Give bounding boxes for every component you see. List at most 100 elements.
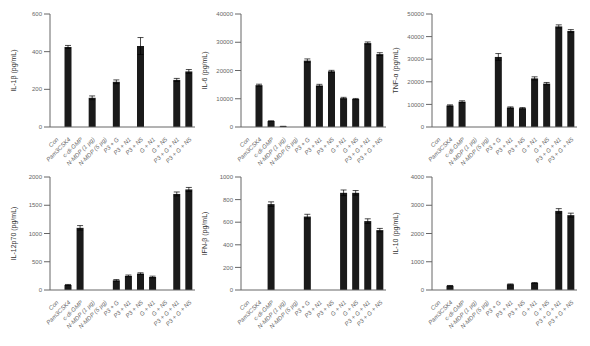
svg-text:P3 + N5: P3 + N5	[315, 299, 336, 319]
svg-text:P3 + G + N5: P3 + G + N5	[547, 299, 575, 327]
svg-text:G + N5: G + N5	[341, 136, 360, 155]
svg-text:20000: 20000	[407, 79, 424, 85]
svg-text:N-MDP (1 µg): N-MDP (1 µg)	[256, 136, 287, 167]
svg-text:G + N1: G + N1	[329, 299, 348, 318]
svg-text:c-di-GMP: c-di-GMP	[443, 136, 466, 159]
svg-text:N-MDP (1 µg): N-MDP (1 µg)	[447, 299, 478, 330]
svg-text:N-MDP (5 µg): N-MDP (5 µg)	[459, 299, 490, 330]
svg-text:P3 + N1: P3 + N1	[494, 136, 515, 156]
svg-text:Pam3CSK4: Pam3CSK4	[45, 299, 72, 326]
svg-text:N-MDP (5 µg): N-MDP (5 µg)	[77, 299, 108, 330]
svg-text:600: 600	[32, 11, 43, 17]
svg-text:P3 + N5: P3 + N5	[506, 299, 527, 319]
svg-text:G + N5: G + N5	[532, 299, 551, 318]
svg-text:Pam3CSK4: Pam3CSK4	[236, 136, 263, 163]
svg-text:G + N1: G + N1	[329, 136, 348, 155]
svg-text:800: 800	[223, 197, 234, 203]
svg-text:G + N5: G + N5	[150, 299, 169, 318]
svg-text:N-MDP (1 µg): N-MDP (1 µg)	[65, 136, 96, 167]
svg-text:500: 500	[32, 259, 43, 265]
svg-text:0: 0	[230, 124, 234, 130]
svg-text:P3 + G + N1: P3 + G + N1	[343, 136, 372, 165]
svg-text:P3 + G + N5: P3 + G + N5	[356, 299, 384, 327]
svg-text:1500: 1500	[29, 202, 43, 208]
svg-text:600: 600	[223, 219, 234, 225]
svg-text:200: 200	[32, 86, 43, 92]
svg-text:0: 0	[421, 287, 425, 293]
svg-text:N-MDP (1 µg): N-MDP (1 µg)	[256, 299, 287, 330]
svg-text:0: 0	[421, 124, 425, 130]
svg-text:1000: 1000	[411, 259, 425, 265]
svg-text:4000: 4000	[411, 174, 425, 180]
svg-text:P3 + G + N1: P3 + G + N1	[152, 136, 181, 165]
svg-text:c-di-GMP: c-di-GMP	[61, 299, 84, 322]
svg-text:P3 + N1: P3 + N1	[303, 136, 324, 156]
svg-text:Pam3CSK4: Pam3CSK4	[427, 136, 454, 163]
svg-text:2000: 2000	[411, 231, 425, 237]
svg-text:G + N5: G + N5	[341, 299, 360, 318]
svg-text:P3 + G + N1: P3 + G + N1	[534, 299, 563, 328]
svg-text:P3 + G + N1: P3 + G + N1	[343, 299, 372, 328]
svg-text:400: 400	[223, 242, 234, 248]
svg-text:3000: 3000	[411, 202, 425, 208]
svg-text:N-MDP (5 µg): N-MDP (5 µg)	[77, 136, 108, 167]
svg-text:P3 + G: P3 + G	[102, 136, 120, 154]
svg-text:40000: 40000	[407, 34, 424, 40]
svg-text:40000: 40000	[216, 11, 233, 17]
svg-text:N-MDP (1 µg): N-MDP (1 µg)	[447, 136, 478, 167]
svg-text:Pam3CSK4: Pam3CSK4	[427, 299, 454, 326]
svg-text:P3 + N1: P3 + N1	[303, 299, 324, 319]
svg-text:P3 + G + N1: P3 + G + N1	[152, 299, 181, 328]
svg-text:P3 + G: P3 + G	[484, 136, 502, 154]
svg-text:1000: 1000	[29, 231, 43, 237]
svg-text:G + N5: G + N5	[150, 136, 169, 155]
svg-text:G + N1: G + N1	[520, 136, 539, 155]
svg-text:N-MDP (5 µg): N-MDP (5 µg)	[268, 299, 299, 330]
svg-text:c-di-GMP: c-di-GMP	[252, 136, 275, 159]
svg-text:IL-1β (pg/mL): IL-1β (pg/mL)	[10, 49, 18, 91]
svg-text:400: 400	[32, 49, 43, 55]
svg-text:30000: 30000	[216, 39, 233, 45]
svg-text:P3 + N1: P3 + N1	[112, 299, 133, 319]
svg-text:Pam3CSK4: Pam3CSK4	[45, 136, 72, 163]
svg-text:Pam3CSK4: Pam3CSK4	[236, 299, 263, 326]
svg-text:10000: 10000	[407, 102, 424, 108]
svg-text:P3 + G + N5: P3 + G + N5	[356, 136, 384, 164]
svg-text:0: 0	[230, 287, 234, 293]
svg-text:P3 + G + N1: P3 + G + N1	[534, 136, 563, 165]
svg-text:P3 + N1: P3 + N1	[494, 299, 515, 319]
svg-text:c-di-GMP: c-di-GMP	[61, 136, 84, 159]
svg-text:P3 + G + N5: P3 + G + N5	[165, 136, 193, 164]
svg-text:TNF-α (pg/mL): TNF-α (pg/mL)	[392, 47, 400, 93]
svg-text:G + N1: G + N1	[520, 299, 539, 318]
svg-text:N-MDP (5 µg): N-MDP (5 µg)	[268, 136, 299, 167]
svg-text:200: 200	[223, 265, 234, 271]
svg-text:N-MDP (5 µg): N-MDP (5 µg)	[459, 136, 490, 167]
svg-text:P3 + N5: P3 + N5	[315, 136, 336, 156]
svg-text:0: 0	[39, 287, 43, 293]
svg-text:P3 + N5: P3 + N5	[506, 136, 527, 156]
svg-text:0: 0	[39, 124, 43, 130]
svg-text:IFN-β (pg/mL): IFN-β (pg/mL)	[201, 212, 209, 256]
svg-text:P3 + N5: P3 + N5	[124, 136, 145, 156]
svg-text:10000: 10000	[216, 96, 233, 102]
svg-text:P3 + G + N5: P3 + G + N5	[165, 299, 193, 327]
svg-text:P3 + G: P3 + G	[293, 136, 311, 154]
svg-text:2000: 2000	[29, 174, 43, 180]
svg-text:N-MDP (1 µg): N-MDP (1 µg)	[65, 299, 96, 330]
svg-text:20000: 20000	[216, 68, 233, 74]
svg-text:IL-6 (pg/mL): IL-6 (pg/mL)	[201, 51, 209, 89]
svg-text:c-di-GMP: c-di-GMP	[443, 299, 466, 322]
svg-text:G + N5: G + N5	[532, 136, 551, 155]
svg-text:1000: 1000	[220, 174, 234, 180]
svg-text:G + N1: G + N1	[138, 136, 157, 155]
svg-text:IL-10 (pg/mL): IL-10 (pg/mL)	[392, 212, 400, 254]
svg-text:P3 + G + N5: P3 + G + N5	[547, 136, 575, 164]
svg-text:G + N1: G + N1	[138, 299, 157, 318]
svg-text:30000: 30000	[407, 56, 424, 62]
svg-text:P3 + N1: P3 + N1	[112, 136, 133, 156]
svg-text:50000: 50000	[407, 11, 424, 17]
svg-text:P3 + N5: P3 + N5	[124, 299, 145, 319]
svg-text:IL-12p70 (pg/mL): IL-12p70 (pg/mL)	[10, 207, 18, 261]
svg-text:c-di-GMP: c-di-GMP	[252, 299, 275, 322]
